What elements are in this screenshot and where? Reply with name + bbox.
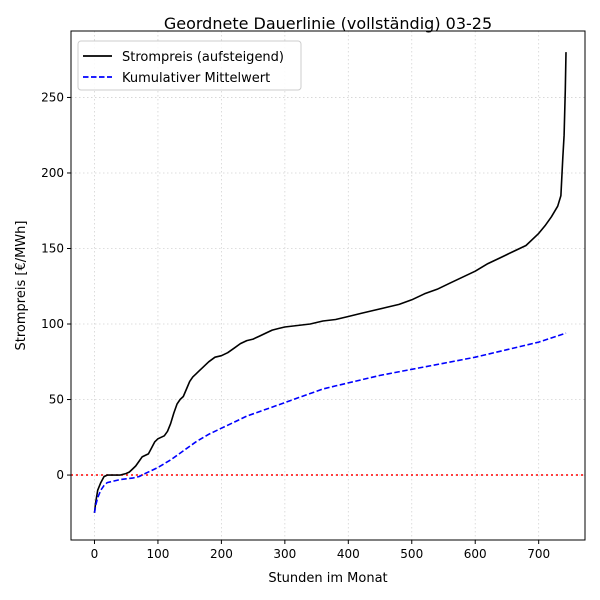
plot-frame xyxy=(70,30,586,541)
y-tick-label: 250 xyxy=(41,90,64,104)
x-tick-label: 100 xyxy=(146,547,169,561)
y-axis: 0 50 100 150 200 250 xyxy=(41,90,71,482)
y-tick-label: 0 xyxy=(56,468,64,482)
x-tick-label: 200 xyxy=(210,547,233,561)
chart-title: Geordnete Dauerlinie (vollständig) 03-25 xyxy=(164,14,492,33)
legend-label: Strompreis (aufsteigend) xyxy=(122,50,284,65)
y-tick-label: 150 xyxy=(41,241,64,255)
series-layer xyxy=(93,52,567,513)
y-tick-label: 200 xyxy=(41,166,64,180)
x-tick-label: 400 xyxy=(337,547,360,561)
y-axis-label: Strompreis [€/MWh] xyxy=(14,221,29,351)
x-tick-label: 500 xyxy=(400,547,423,561)
series-line-kumulativer-mittelwert xyxy=(93,332,567,513)
x-tick-label: 0 xyxy=(91,547,99,561)
grid xyxy=(71,31,585,540)
x-tick-label: 300 xyxy=(273,547,296,561)
x-tick-label: 600 xyxy=(464,547,487,561)
y-tick-label: 100 xyxy=(41,317,64,331)
series-line-strompreis xyxy=(93,52,567,513)
legend-box xyxy=(77,40,302,91)
legend: Strompreis (aufsteigend) Kumulativer Mitt… xyxy=(77,40,302,91)
x-axis-label: Stunden im Monat xyxy=(268,571,387,586)
legend-label: Kumulativer Mittelwert xyxy=(122,71,270,86)
x-tick-label: 700 xyxy=(527,547,550,561)
y-tick-label: 50 xyxy=(49,393,64,407)
x-axis: 0 100 200 300 400 500 600 700 xyxy=(91,540,550,561)
